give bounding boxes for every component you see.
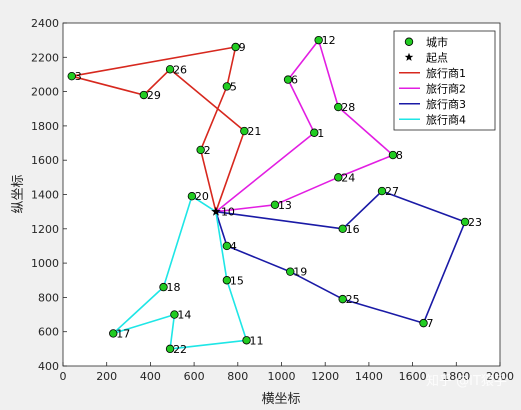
city-marker-17 bbox=[109, 329, 118, 338]
x-axis-title: 横坐标 bbox=[261, 392, 300, 407]
y-tick-label: 2200 bbox=[31, 51, 59, 64]
city-marker-6 bbox=[283, 75, 293, 84]
y-tick-label: 600 bbox=[38, 326, 59, 339]
x-tick-label: 2000 bbox=[486, 370, 514, 383]
city-label-12: 12 bbox=[322, 34, 336, 47]
city-labels: 1234567891112131415161718192021222324252… bbox=[75, 34, 482, 356]
city-label-11: 11 bbox=[250, 334, 264, 347]
city-marker-4 bbox=[222, 241, 232, 251]
city-label-23: 23 bbox=[468, 216, 482, 229]
city-label-13: 13 bbox=[278, 199, 292, 212]
legend-city-label: 城市 bbox=[426, 35, 448, 49]
city-label-26: 26 bbox=[173, 63, 187, 76]
city-marker-24 bbox=[334, 173, 343, 182]
city-marker-12 bbox=[314, 35, 323, 45]
city-label-4: 4 bbox=[230, 240, 237, 253]
city-label-19: 19 bbox=[293, 266, 307, 279]
city-marker-28 bbox=[334, 102, 343, 112]
city-label-2: 2 bbox=[204, 144, 211, 157]
city-marker-19 bbox=[286, 267, 295, 276]
y-tick-label: 1000 bbox=[31, 257, 59, 270]
city-marker-1 bbox=[310, 128, 319, 137]
city-label-18: 18 bbox=[167, 281, 181, 294]
x-tick-label: 1000 bbox=[268, 370, 296, 383]
city-label-17: 17 bbox=[116, 327, 130, 340]
city-marker-22 bbox=[165, 344, 175, 354]
legend-depot-marker bbox=[404, 52, 414, 61]
y-tick-label: 2000 bbox=[31, 86, 59, 99]
city-label-20: 20 bbox=[195, 190, 209, 203]
city-label-25: 25 bbox=[346, 293, 360, 306]
city-marker-3 bbox=[67, 71, 76, 81]
legend-depot-label: 起点 bbox=[426, 51, 448, 64]
legend-route-label-3: 旅行商3 bbox=[426, 97, 466, 111]
city-label-1: 1 bbox=[317, 127, 324, 140]
y-tick-label: 2400 bbox=[31, 17, 59, 30]
y-axis: 400 600 800 1000 1200 1400 1600 1800 2000 2200 240… bbox=[31, 17, 67, 373]
watermark: 知乎 @IT猿手 bbox=[426, 373, 507, 389]
city-marker-2 bbox=[196, 145, 205, 155]
x-tick-label: 600 bbox=[184, 370, 205, 383]
city-marker-8 bbox=[388, 150, 398, 160]
city-label-8: 8 bbox=[396, 149, 403, 162]
y-tick-label: 1800 bbox=[31, 120, 59, 133]
city-marker-21 bbox=[240, 126, 249, 136]
city-marker-7 bbox=[419, 318, 428, 328]
x-tick-label: 400 bbox=[140, 370, 161, 383]
legend-city-marker bbox=[404, 37, 414, 46]
city-marker-27 bbox=[377, 186, 387, 196]
x-tick-label: 1200 bbox=[311, 370, 339, 383]
y-tick-label: 1600 bbox=[31, 154, 59, 167]
x-tick-label: 1800 bbox=[442, 370, 470, 383]
city-marker-20 bbox=[187, 192, 197, 201]
city-marker-9 bbox=[231, 42, 240, 52]
y-tick-label: 1400 bbox=[31, 189, 59, 202]
city-marker-23 bbox=[460, 217, 470, 227]
city-marker-26 bbox=[165, 65, 175, 74]
x-axis: 0 200 400 600 800 1000 1200 1400 1600 1800 2000 bbox=[60, 362, 514, 383]
x-tick-label: 1600 bbox=[399, 370, 427, 383]
city-label-16: 16 bbox=[346, 223, 360, 236]
city-marker-5 bbox=[222, 82, 232, 91]
city-label-5: 5 bbox=[230, 80, 237, 93]
city-markers bbox=[67, 35, 470, 354]
legend-route-label-4: 旅行商4 bbox=[426, 112, 466, 126]
city-marker-29 bbox=[139, 90, 149, 100]
city-label-24: 24 bbox=[341, 171, 355, 184]
legend-route-label-1: 旅行商1 bbox=[426, 66, 466, 80]
city-label-28: 28 bbox=[341, 101, 355, 114]
city-label-29: 29 bbox=[147, 89, 161, 102]
depot-label: 10 bbox=[221, 206, 235, 219]
x-tick-label: 1400 bbox=[355, 370, 383, 383]
y-tick-label: 800 bbox=[38, 291, 59, 304]
legend-route-label-2: 旅行商2 bbox=[426, 81, 466, 95]
city-label-15: 15 bbox=[230, 274, 244, 287]
city-marker-14 bbox=[170, 310, 179, 319]
city-label-21: 21 bbox=[247, 125, 261, 138]
city-label-9: 9 bbox=[239, 41, 246, 54]
city-label-7: 7 bbox=[427, 317, 434, 330]
city-marker-25 bbox=[338, 294, 347, 304]
depot-marker bbox=[211, 206, 221, 216]
x-tick-label: 800 bbox=[227, 370, 248, 383]
city-label-22: 22 bbox=[173, 343, 187, 356]
city-marker-16 bbox=[338, 224, 347, 233]
city-label-27: 27 bbox=[385, 185, 399, 198]
city-marker-13 bbox=[270, 200, 280, 209]
y-axis-title: 纵坐标 bbox=[11, 174, 26, 213]
x-tick-label: 200 bbox=[96, 370, 117, 383]
x-tick-label: 0 bbox=[60, 370, 67, 383]
y-tick-label: 1200 bbox=[31, 223, 59, 236]
city-marker-15 bbox=[222, 276, 232, 285]
city-marker-11 bbox=[242, 336, 251, 345]
legend-box bbox=[393, 30, 496, 131]
city-label-3: 3 bbox=[75, 70, 82, 83]
city-label-6: 6 bbox=[291, 74, 298, 87]
y-tick-label: 400 bbox=[38, 360, 59, 373]
city-marker-18 bbox=[159, 282, 168, 292]
city-label-14: 14 bbox=[177, 309, 191, 322]
